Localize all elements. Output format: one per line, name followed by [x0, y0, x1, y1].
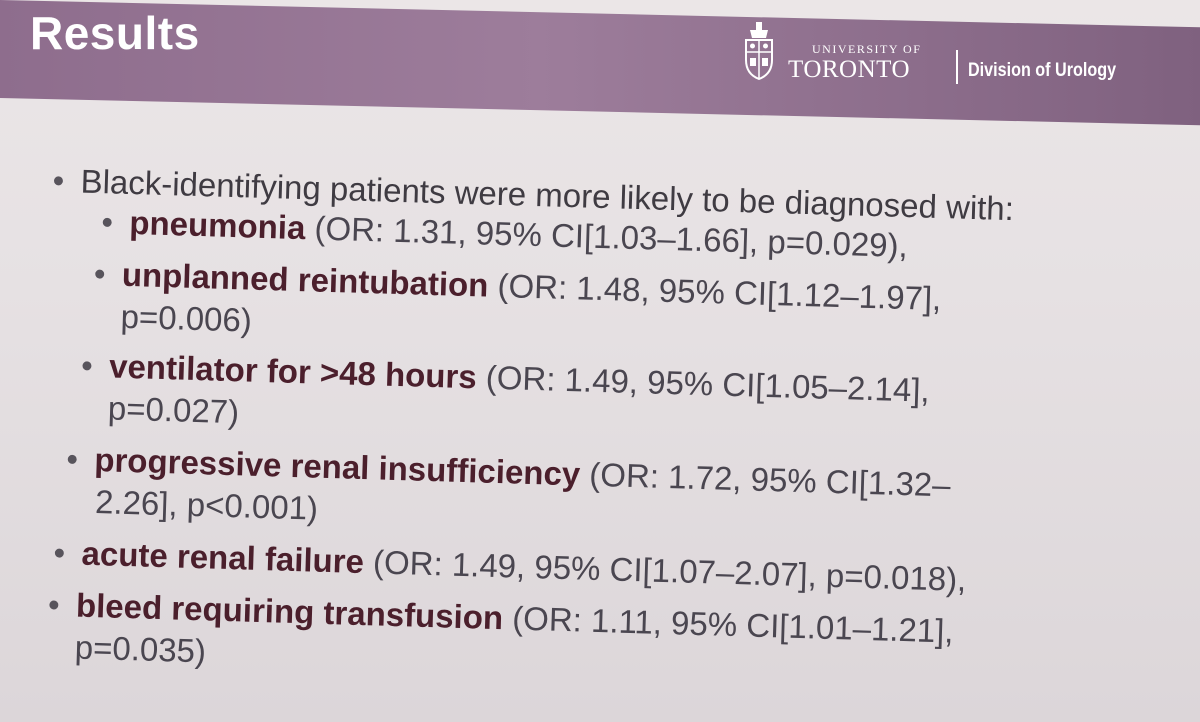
bullet-dot: • — [80, 346, 94, 384]
university-logo: UNIVERSITY OF TORONTO Division of Urolog… — [742, 20, 1162, 90]
finding-stat: (OR: 1.49, 95% CI[1.05–2.14], — [476, 358, 931, 409]
finding-stat: (OR: 1.11, 95% CI[1.01–1.21], — [502, 599, 955, 650]
finding-term: bleed requiring transfusion — [75, 586, 504, 637]
slide-title: Results — [30, 7, 200, 59]
university-name: TORONTO — [788, 56, 911, 83]
bullet-dot: • — [65, 440, 79, 478]
finding-term: unplanned reintubation — [121, 255, 489, 304]
university-small-text: UNIVERSITY OF — [812, 42, 922, 56]
list-item-continuation: p=0.006) — [120, 297, 253, 339]
list-item-continuation: p=0.035) — [74, 628, 207, 670]
finding-term: pneumonia — [128, 203, 306, 247]
bullet-dot: • — [93, 254, 107, 293]
finding-stat: (OR: 1.72, 95% CI[1.32– — [579, 455, 952, 504]
crest-icon — [745, 22, 773, 80]
finding-stat: (OR: 1.49, 95% CI[1.07–2.07], p=0.018), — [363, 543, 967, 598]
list-item-continuation: 2.26], p<0.001) — [94, 483, 319, 527]
list-item-continuation: p=0.027) — [107, 389, 240, 431]
bullet-dot: • — [47, 585, 61, 624]
finding-term: ventilator for >48 hours — [108, 347, 478, 396]
finding-term: acute renal failure — [81, 534, 365, 581]
bullet-dot: • — [53, 533, 66, 572]
logo-divider — [956, 50, 958, 84]
division-name: Division of Urology — [968, 60, 1117, 81]
finding-stat: (OR: 1.48, 95% CI[1.12–1.97], — [487, 266, 942, 318]
bullet-dot: • — [52, 161, 65, 199]
bullet-dot: • — [100, 203, 114, 241]
